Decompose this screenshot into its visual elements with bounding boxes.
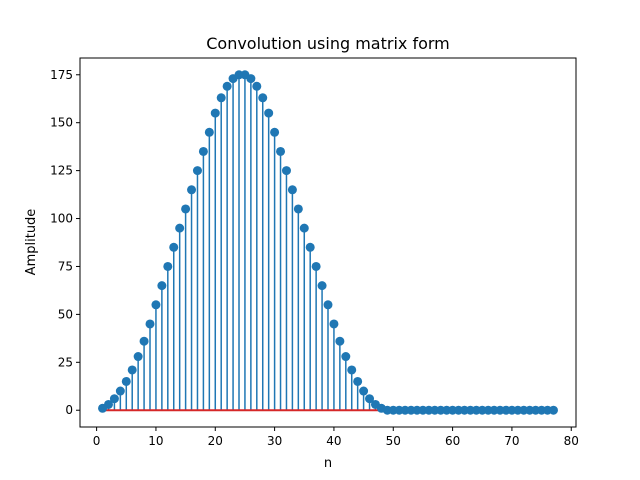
data-point [353, 376, 363, 386]
y-tick-label: 75 [58, 259, 73, 273]
x-tick-label: 40 [326, 434, 341, 448]
x-tick-label: 60 [445, 434, 460, 448]
data-point [323, 300, 333, 310]
x-tick-label: 50 [386, 434, 401, 448]
data-point [175, 223, 185, 233]
data-point [109, 394, 119, 404]
data-point [341, 352, 351, 362]
data-point [246, 74, 256, 84]
data-point [264, 108, 274, 118]
y-tick-label: 125 [50, 164, 73, 178]
y-tick-label: 50 [58, 307, 73, 321]
data-point [317, 281, 327, 291]
data-point [329, 319, 339, 329]
x-tick-label: 10 [148, 434, 163, 448]
y-tick-label: 100 [50, 212, 73, 226]
data-point [299, 223, 309, 233]
x-tick-label: 0 [93, 434, 101, 448]
data-point [347, 365, 357, 375]
plot-area [98, 70, 558, 415]
data-point [270, 127, 280, 137]
data-point [287, 185, 297, 195]
y-tick-label: 175 [50, 68, 73, 82]
data-point [192, 166, 202, 176]
data-point [258, 93, 268, 103]
data-point [115, 386, 125, 396]
data-point [548, 405, 558, 415]
data-point [359, 386, 369, 396]
data-point [157, 281, 167, 291]
data-point [311, 261, 321, 271]
data-point [163, 261, 173, 271]
data-point [335, 336, 345, 346]
data-point [365, 394, 375, 404]
data-point [204, 127, 214, 137]
data-point [210, 108, 220, 118]
data-point [216, 93, 226, 103]
data-point [139, 336, 149, 346]
data-point [305, 242, 315, 252]
data-point [103, 399, 113, 409]
x-axis-label: n [324, 456, 332, 471]
data-point [276, 146, 286, 156]
y-tick-label: 0 [65, 403, 73, 417]
y-tick-label: 25 [58, 355, 73, 369]
chart-title: Convolution using matrix form [206, 34, 450, 53]
data-point [293, 204, 303, 214]
y-tick-label: 150 [50, 116, 73, 130]
data-point [133, 352, 143, 362]
data-point [187, 185, 197, 195]
plot-frame [79, 57, 577, 428]
data-point [121, 376, 131, 386]
y-axis-label: Amplitude [24, 209, 39, 276]
data-point [252, 81, 262, 91]
data-point [198, 146, 208, 156]
data-point [151, 300, 161, 310]
data-point [281, 166, 291, 176]
x-tick-label: 30 [267, 434, 282, 448]
data-point [145, 319, 155, 329]
data-point [222, 81, 232, 91]
data-point [127, 365, 137, 375]
x-tick-label: 20 [208, 434, 223, 448]
x-tick-label: 80 [564, 434, 579, 448]
data-point [181, 204, 191, 214]
x-tick-label: 70 [504, 434, 519, 448]
data-point [169, 242, 179, 252]
axes: 0 10 20 30 40 50 60 70 80 0 25 50 75 100 125 150 175 [50, 57, 579, 448]
